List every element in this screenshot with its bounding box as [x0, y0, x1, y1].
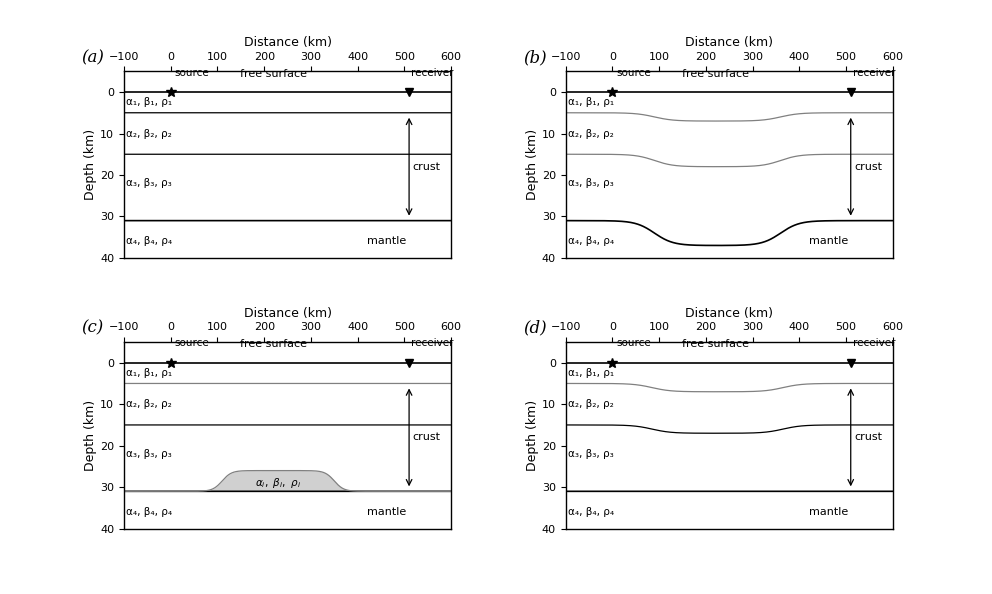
Text: α₁, β₁, ρ₁: α₁, β₁, ρ₁: [568, 97, 614, 108]
Text: free surface: free surface: [682, 69, 749, 79]
Text: α₄, β₄, ρ₄: α₄, β₄, ρ₄: [126, 507, 173, 517]
Text: α₃, β₃, ρ₃: α₃, β₃, ρ₃: [568, 178, 614, 188]
Text: source: source: [175, 68, 209, 77]
Text: α₁, β₁, ρ₁: α₁, β₁, ρ₁: [568, 368, 614, 378]
Text: α₄, β₄, ρ₄: α₄, β₄, ρ₄: [568, 507, 614, 517]
Text: free surface: free surface: [682, 339, 749, 349]
Text: crust: crust: [854, 432, 883, 443]
Text: $\alpha_i,\ \beta_i,\ \rho_i$: $\alpha_i,\ \beta_i,\ \rho_i$: [255, 476, 302, 490]
Text: α₃, β₃, ρ₃: α₃, β₃, ρ₃: [568, 449, 614, 459]
Text: mantle: mantle: [367, 236, 407, 247]
Text: receiver: receiver: [852, 68, 895, 77]
Text: mantle: mantle: [367, 507, 407, 517]
Text: (d): (d): [523, 320, 547, 337]
X-axis label: Distance (km): Distance (km): [244, 307, 331, 320]
Text: receiver: receiver: [411, 68, 453, 77]
Text: (c): (c): [81, 320, 104, 337]
Text: α₂, β₂, ρ₂: α₂, β₂, ρ₂: [126, 399, 172, 409]
Text: α₄, β₄, ρ₄: α₄, β₄, ρ₄: [568, 236, 614, 247]
Text: crust: crust: [854, 162, 883, 172]
Text: mantle: mantle: [808, 236, 848, 247]
Y-axis label: Depth (km): Depth (km): [84, 129, 97, 200]
Text: (a): (a): [81, 49, 104, 66]
Y-axis label: Depth (km): Depth (km): [526, 400, 539, 471]
X-axis label: Distance (km): Distance (km): [685, 307, 773, 320]
Text: crust: crust: [413, 162, 440, 172]
Text: free surface: free surface: [240, 69, 308, 79]
Text: α₁, β₁, ρ₁: α₁, β₁, ρ₁: [126, 97, 173, 108]
Text: crust: crust: [413, 432, 440, 443]
Text: α₁, β₁, ρ₁: α₁, β₁, ρ₁: [126, 368, 173, 378]
Text: source: source: [175, 338, 209, 348]
Y-axis label: Depth (km): Depth (km): [84, 400, 97, 471]
Text: source: source: [616, 338, 651, 348]
Text: receiver: receiver: [411, 338, 453, 348]
Text: receiver: receiver: [852, 338, 895, 348]
Text: free surface: free surface: [240, 339, 308, 349]
Text: source: source: [616, 68, 651, 77]
Y-axis label: Depth (km): Depth (km): [526, 129, 539, 200]
X-axis label: Distance (km): Distance (km): [685, 36, 773, 49]
Text: (b): (b): [523, 49, 547, 66]
Text: α₃, β₃, ρ₃: α₃, β₃, ρ₃: [126, 178, 172, 188]
Text: α₃, β₃, ρ₃: α₃, β₃, ρ₃: [126, 449, 172, 459]
Text: α₂, β₂, ρ₂: α₂, β₂, ρ₂: [568, 128, 614, 138]
Text: α₄, β₄, ρ₄: α₄, β₄, ρ₄: [126, 236, 173, 247]
Text: mantle: mantle: [808, 507, 848, 517]
Text: α₂, β₂, ρ₂: α₂, β₂, ρ₂: [568, 399, 614, 409]
X-axis label: Distance (km): Distance (km): [244, 36, 331, 49]
Text: α₂, β₂, ρ₂: α₂, β₂, ρ₂: [126, 128, 172, 138]
